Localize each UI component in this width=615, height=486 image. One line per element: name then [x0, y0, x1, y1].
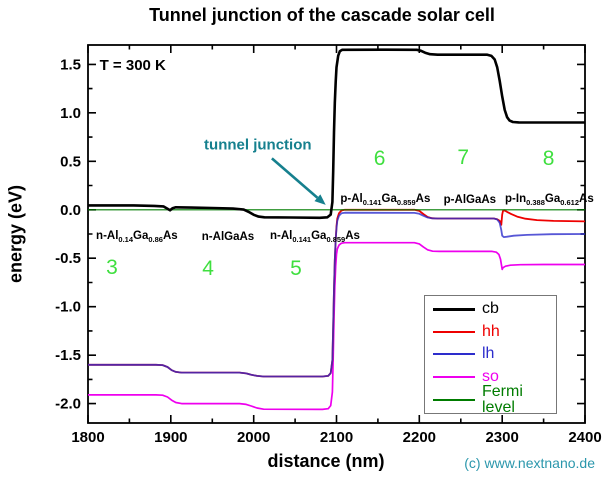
tunnel-junction-arrow-line	[271, 157, 319, 199]
material-label-6: p-In0.388Ga0.612As	[505, 192, 594, 208]
legend-line-so	[433, 376, 475, 379]
series-so	[88, 241, 585, 411]
region-number-5: 5	[290, 256, 302, 280]
legend-line-lh	[433, 353, 475, 356]
legend-line-hh	[433, 330, 475, 333]
legend-item-lh: lh	[425, 343, 556, 365]
series-lh	[88, 211, 586, 378]
region-number-8: 8	[542, 147, 555, 171]
y-tick-label: 1.0	[60, 105, 81, 122]
y-tick-label: 0.0	[60, 202, 81, 219]
material-label-3: n-Al0.141Ga0.859As	[269, 229, 360, 245]
y-axis-title: energy (eV)	[5, 184, 26, 284]
tunnel-junction-arrowhead-icon	[314, 194, 326, 205]
legend-line-cb	[433, 307, 475, 311]
x-tick-label: 1900	[154, 429, 187, 446]
region-number-4: 4	[202, 256, 214, 280]
region-number-7: 7	[457, 146, 470, 170]
material-label-1: n-Al0.14Ga0.86As	[96, 229, 178, 245]
legend-label-cb: cb	[482, 300, 499, 318]
legend: cb hh lh so Fermi level	[424, 295, 557, 415]
y-tick-label: -0.5	[55, 250, 81, 267]
copyright-link[interactable]: (c) www.nextnano.de	[464, 455, 595, 471]
y-tick-label: 0.5	[60, 153, 81, 170]
temperature-annotation: T = 300 K	[99, 57, 166, 75]
legend-label-hh: hh	[482, 322, 500, 340]
x-tick-label: 2000	[237, 429, 270, 446]
legend-item-so: so	[425, 366, 556, 388]
series-cb	[88, 48, 586, 220]
material-label-4: p-Al0.141Ga0.859As	[340, 192, 431, 208]
legend-line-fermi	[433, 398, 475, 401]
tunnel-junction-annotation: tunnel junction	[204, 136, 312, 154]
x-tick-label: 2100	[320, 429, 353, 446]
x-tick-label: 2400	[568, 429, 601, 446]
legend-label-so: so	[482, 368, 499, 386]
x-axis-title: distance (nm)	[267, 451, 385, 471]
legend-item-fermi: Fermi level	[425, 383, 556, 415]
x-tick-label: 2300	[485, 429, 518, 446]
x-tick-label: 2200	[403, 429, 436, 446]
y-tick-label: 1.5	[60, 56, 81, 73]
y-tick-label: -2.0	[55, 396, 81, 413]
y-tick-label: -1.0	[55, 299, 81, 316]
region-number-6: 6	[373, 147, 386, 171]
region-number-3: 3	[106, 255, 118, 279]
legend-item-cb: cb	[425, 298, 556, 320]
material-label-5: p-AlGaAs	[443, 194, 497, 207]
material-label-2: n-AlGaAs	[201, 230, 255, 243]
x-tick-label: 1800	[71, 429, 104, 446]
legend-label-fermi: Fermi level	[482, 382, 523, 416]
y-tick-label: -1.5	[55, 347, 81, 364]
chart-title: Tunnel junction of the cascade solar cel…	[149, 5, 495, 25]
legend-item-hh: hh	[425, 321, 556, 343]
legend-label-lh: lh	[482, 345, 495, 363]
